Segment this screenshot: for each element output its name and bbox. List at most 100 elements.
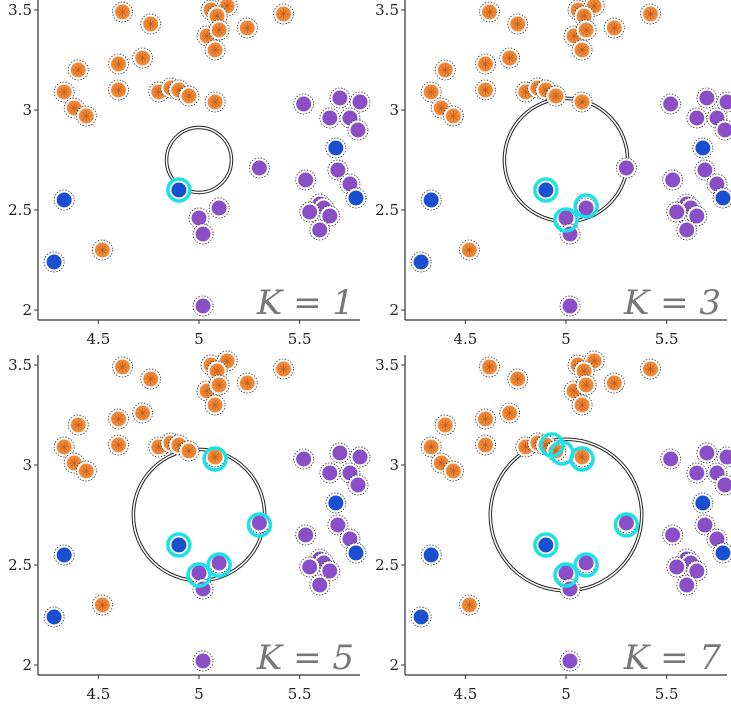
point-dot <box>353 450 368 465</box>
x-tick-label: 4.5 <box>86 330 110 348</box>
point-purple <box>667 202 687 222</box>
point-orange <box>133 48 153 68</box>
point-purple <box>320 463 340 483</box>
point-orange <box>141 14 161 34</box>
point-orange <box>576 375 596 395</box>
point-purple <box>616 158 636 178</box>
point-orange <box>113 357 133 377</box>
point-orange <box>500 48 520 68</box>
y-tick-label: 3.5 <box>8 356 32 374</box>
point-dot <box>171 183 186 198</box>
point-orange <box>476 435 496 455</box>
query-ring-outer <box>132 448 266 582</box>
point-purple <box>296 170 316 190</box>
point-purple <box>687 108 707 128</box>
y-tick-label: 2 <box>389 656 399 674</box>
y-tick-label: 3 <box>22 101 32 119</box>
point-dot <box>669 560 684 575</box>
point-dot <box>192 566 207 581</box>
query-ring-outer <box>503 97 629 223</box>
point-orange <box>76 461 96 481</box>
point-dot <box>296 97 311 112</box>
point-dot <box>196 227 211 242</box>
point-purple <box>294 449 314 469</box>
point-blue <box>693 138 713 158</box>
point-orange <box>480 2 500 22</box>
point-dot <box>171 538 186 553</box>
point-orange <box>109 435 129 455</box>
point-purple <box>310 220 330 240</box>
point-dot <box>559 211 574 226</box>
point-purple <box>677 575 697 595</box>
point-purple <box>663 170 683 190</box>
point-dot <box>679 578 694 593</box>
y-tick-label: 3 <box>22 456 32 474</box>
point-dot <box>715 191 730 206</box>
point-purple <box>697 88 717 108</box>
point-dot <box>330 163 345 178</box>
point-orange <box>179 86 199 106</box>
point-dot <box>689 111 704 126</box>
point-dot <box>699 91 714 106</box>
point-orange <box>237 18 257 38</box>
point-dot <box>212 556 227 571</box>
point-purple <box>677 220 697 240</box>
point-orange <box>109 80 129 100</box>
point-purple <box>320 108 340 128</box>
point-purple <box>697 443 717 463</box>
point-dot <box>350 478 365 493</box>
point-orange <box>205 40 225 60</box>
point-dot <box>328 141 343 156</box>
point-blue <box>421 545 441 565</box>
y-tick-label: 3.5 <box>8 1 32 19</box>
point-dot <box>322 111 337 126</box>
point-dot <box>579 201 594 216</box>
point-orange <box>476 80 496 100</box>
point-dot <box>669 205 684 220</box>
point-orange <box>576 20 596 40</box>
point-dot <box>302 205 317 220</box>
point-orange <box>205 92 225 112</box>
point-dot <box>212 201 227 216</box>
point-orange <box>641 359 661 379</box>
point-purple <box>294 94 314 114</box>
point-orange <box>68 60 88 80</box>
k-label: K = 5 <box>256 638 354 678</box>
point-dot <box>579 556 594 571</box>
k-label: K = 1 <box>256 283 354 323</box>
point-orange <box>508 14 528 34</box>
point-dot <box>57 193 72 208</box>
point-blue <box>693 493 713 513</box>
y-tick-label: 2 <box>22 301 32 319</box>
point-dot <box>312 578 327 593</box>
point-orange <box>109 409 129 429</box>
point-dot <box>663 452 678 467</box>
point-orange <box>209 20 229 40</box>
point-dot <box>353 95 368 110</box>
point-orange <box>92 240 112 260</box>
y-tick-label: 3 <box>389 101 399 119</box>
x-tick-label: 5.5 <box>288 330 312 348</box>
point-dot <box>619 516 634 531</box>
point-dot <box>699 446 714 461</box>
point-orange <box>76 106 96 126</box>
point-dot <box>559 566 574 581</box>
point-dot <box>328 496 343 511</box>
point-dot <box>697 518 712 533</box>
y-tick-label: 2 <box>389 301 399 319</box>
point-dot <box>47 255 62 270</box>
point-orange <box>92 595 112 615</box>
point-dot <box>679 223 694 238</box>
point-blue <box>44 252 64 272</box>
point-dot <box>350 123 365 138</box>
k-label: K = 3 <box>623 283 721 323</box>
x-tick-label: 5.5 <box>288 685 312 703</box>
y-tick-label: 2.5 <box>375 201 399 219</box>
y-tick-label: 2 <box>22 656 32 674</box>
y-tick-label: 2.5 <box>375 556 399 574</box>
